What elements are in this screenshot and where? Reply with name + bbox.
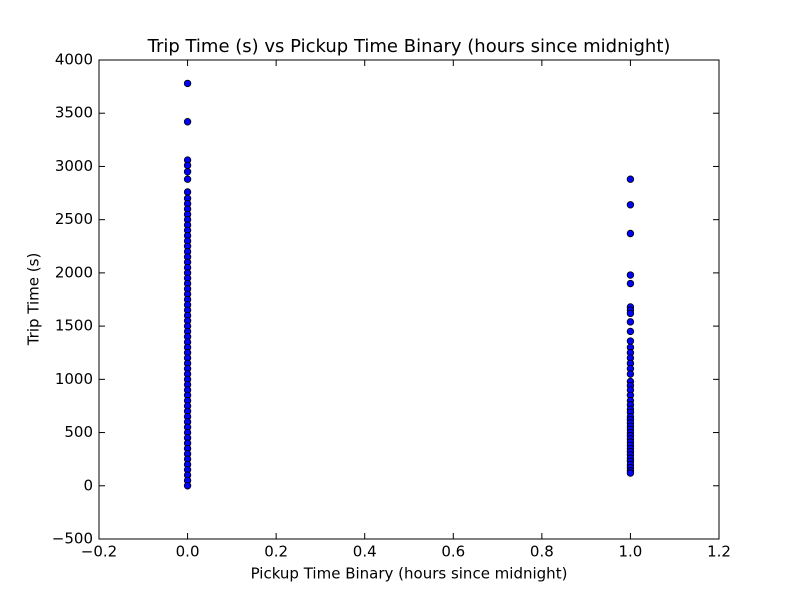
point [626, 201, 635, 209]
point [183, 118, 192, 126]
point [183, 168, 192, 176]
point [183, 188, 192, 196]
x-tick-label: −0.2 [81, 543, 117, 561]
chart-title: Trip Time (s) vs Pickup Time Binary (hou… [147, 36, 671, 57]
point [183, 161, 192, 170]
y-tick-label: 500 [64, 423, 93, 441]
x-tick-label: 0.6 [441, 543, 465, 561]
point [626, 279, 635, 288]
point [183, 79, 192, 88]
plot-frame [98, 59, 720, 540]
x-tick-label: 0.4 [353, 543, 377, 561]
y-axis-label: Trip Time (s) [25, 253, 43, 347]
x-tick-label: 0.0 [176, 543, 200, 561]
y-tick-label: 1500 [55, 317, 93, 335]
y-tick-label: 4000 [55, 51, 93, 69]
point [626, 469, 635, 477]
y-tick-label: 0 [83, 476, 93, 494]
x-axis-label: Pickup Time Binary (hours since midnight… [251, 565, 568, 583]
y-tick-label: 2000 [55, 263, 93, 281]
point [626, 337, 635, 345]
point [626, 309, 635, 318]
y-tick-label: 2500 [55, 210, 93, 228]
point [626, 327, 635, 336]
point [183, 175, 192, 183]
point [626, 370, 635, 378]
x-tick-label: 0.8 [530, 543, 554, 561]
x-tick-label: 1.0 [618, 543, 642, 561]
point [626, 318, 635, 326]
point [626, 229, 635, 238]
y-tick-label: 3000 [55, 157, 93, 175]
point [626, 175, 635, 183]
point [183, 482, 192, 490]
y-tick-label: −500 [52, 530, 93, 548]
point [626, 271, 635, 279]
y-tick-label: 3500 [55, 104, 93, 122]
y-tick-label: 1000 [55, 370, 93, 388]
x-tick-label: 1.2 [707, 543, 731, 561]
x-tick-label: 0.2 [264, 543, 288, 561]
